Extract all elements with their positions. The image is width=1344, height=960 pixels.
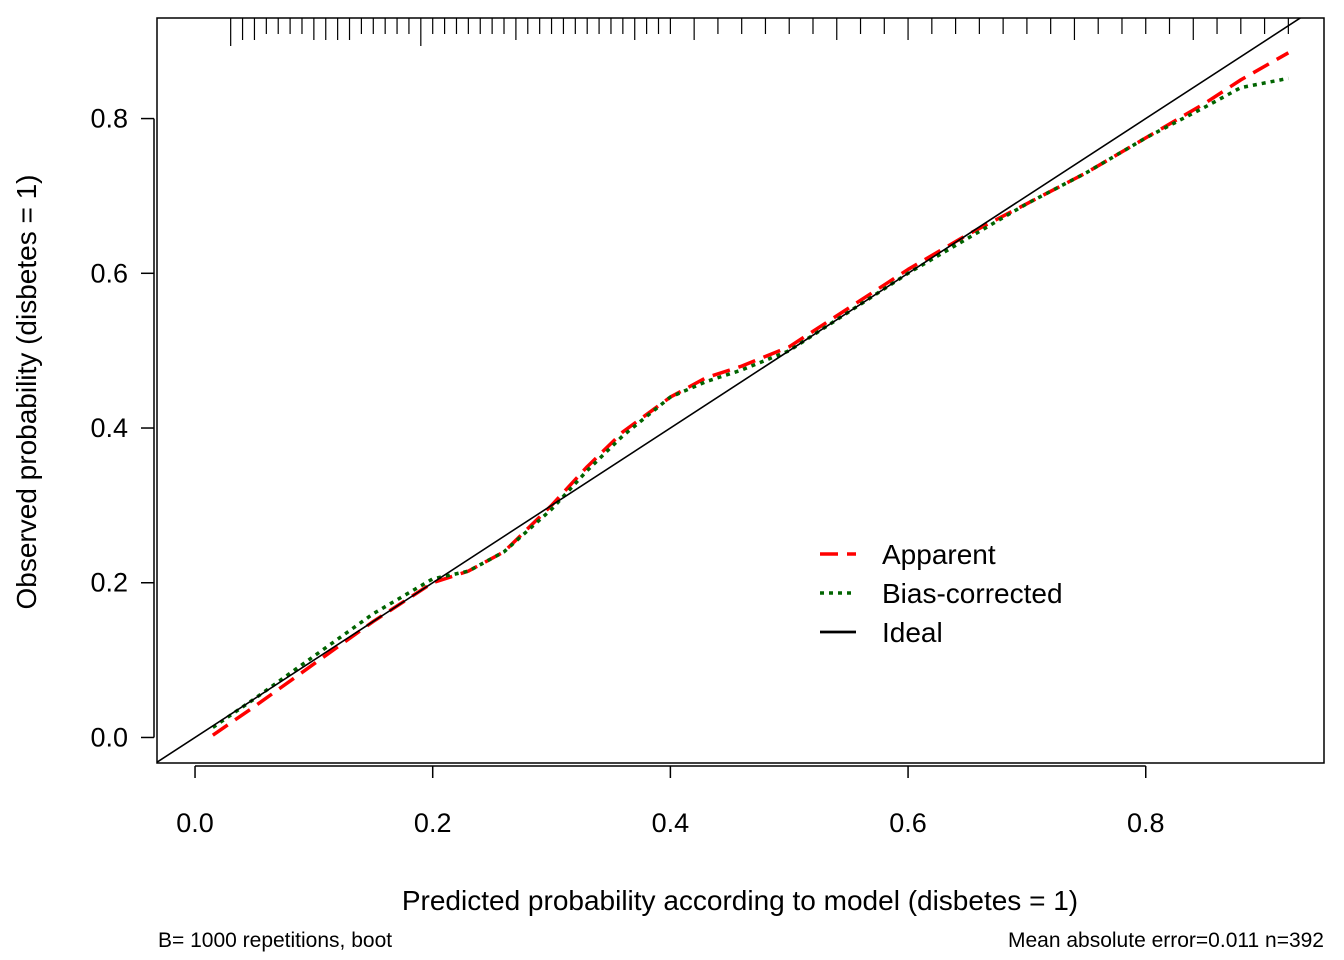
x-tick-label: 0.0 bbox=[176, 808, 214, 838]
x-tick-label: 0.4 bbox=[652, 808, 690, 838]
legend-label: Bias-corrected bbox=[882, 578, 1063, 609]
y-tick-label: 0.0 bbox=[90, 722, 128, 752]
legend-label: Ideal bbox=[882, 617, 943, 648]
rug-marks bbox=[230, 18, 1289, 46]
x-tick-label: 0.8 bbox=[1127, 808, 1165, 838]
series-line-ideal bbox=[157, 18, 1302, 763]
x-axis: 0.0 0.2 0.4 0.6 0.8 bbox=[176, 765, 1165, 838]
footnote-left: B= 1000 repetitions, boot bbox=[158, 929, 392, 952]
legend: Apparent Bias-corrected Ideal bbox=[820, 539, 1063, 648]
legend-label: Apparent bbox=[882, 539, 996, 570]
x-tick-label: 0.6 bbox=[889, 808, 927, 838]
footnote-right: Mean absolute error=0.011 n=392 bbox=[1008, 929, 1324, 952]
y-tick-label: 0.6 bbox=[90, 258, 128, 288]
y-tick-label: 0.8 bbox=[90, 104, 128, 134]
y-axis-title: Observed probability (disbetes = 1) bbox=[11, 175, 42, 610]
series-line-bias-corrected bbox=[211, 76, 1289, 729]
x-axis-title: Predicted probability according to model… bbox=[402, 885, 1078, 916]
y-axis: 0.0 0.2 0.4 0.6 0.8 bbox=[90, 104, 155, 752]
y-tick-label: 0.4 bbox=[90, 413, 128, 443]
plot-frame bbox=[156, 17, 1325, 764]
series-line-apparent bbox=[211, 51, 1290, 737]
y-tick-label: 0.2 bbox=[90, 568, 128, 598]
x-tick-label: 0.2 bbox=[414, 808, 452, 838]
series-lines bbox=[157, 18, 1302, 763]
